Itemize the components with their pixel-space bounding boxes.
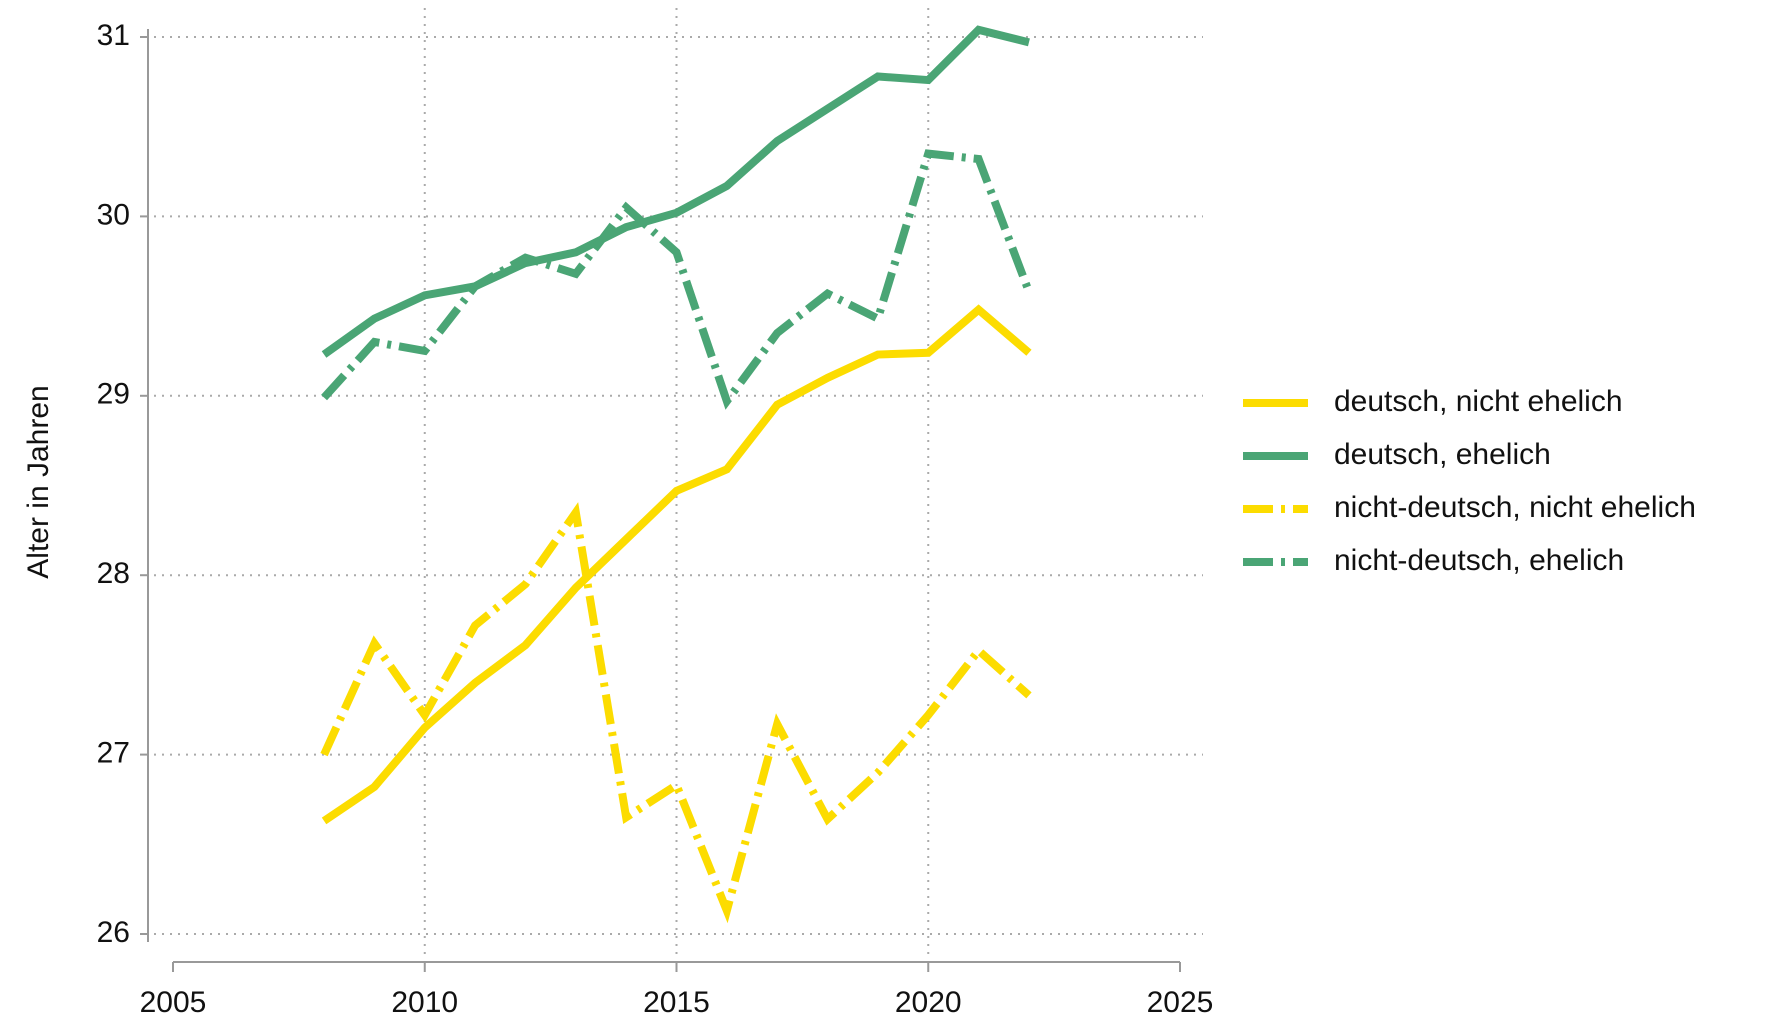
x-tick-label: 2010 [391,986,458,1018]
y-tick-label: 30 [97,198,130,231]
data-line [321,149,1033,410]
x-tick-label: 2005 [140,986,207,1018]
x-tick-label: 2015 [643,986,710,1018]
data-line [320,502,1032,924]
y-tick-label: 27 [97,737,130,770]
data-line [321,304,1032,825]
y-tick-label: 28 [97,557,130,590]
data-line [321,25,1030,358]
legend-label: deutsch, ehelich [1334,438,1551,471]
y-tick-label: 26 [97,916,130,949]
legend-label: nicht-deutsch, nicht ehelich [1334,491,1696,524]
x-tick-label: 2025 [1147,986,1214,1018]
legend-label: nicht-deutsch, ehelich [1334,544,1624,577]
y-axis-label: Alter in Jahren [22,385,55,578]
y-tick-label: 29 [97,378,130,411]
x-tick-label: 2020 [895,986,962,1018]
legend-label: deutsch, nicht ehelich [1334,385,1623,418]
y-tick-label: 31 [97,19,130,52]
